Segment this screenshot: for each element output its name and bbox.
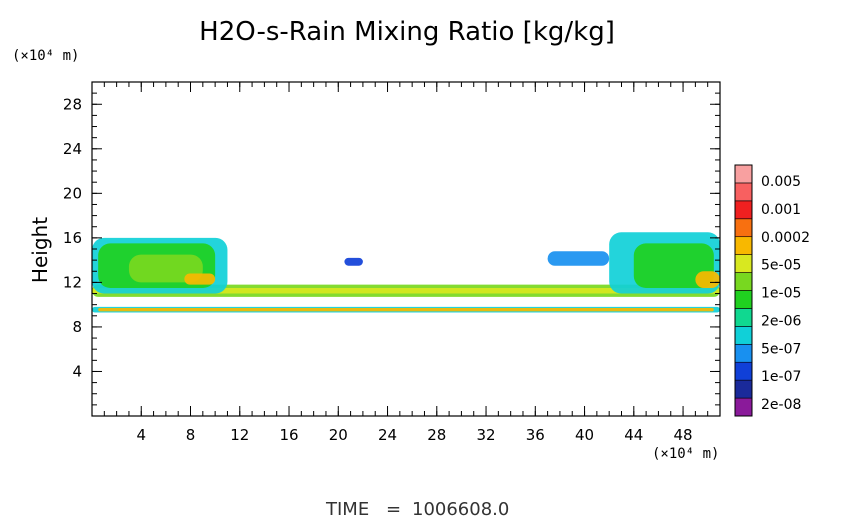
colorbar-label: 0.005: [761, 174, 801, 190]
colorbar-label: 1e-05: [761, 286, 801, 302]
colorbar-label: 5e-05: [761, 258, 801, 274]
colorbar-swatch: [734, 326, 753, 345]
colorbar-swatch: [734, 272, 753, 291]
rain-field: [92, 232, 720, 313]
x-tick-label: 20: [329, 426, 348, 444]
x-tick-label: 24: [378, 426, 397, 444]
colorbar-swatch: [734, 218, 753, 238]
plot-frame: [91, 81, 721, 417]
x-tick-label: 32: [476, 426, 495, 444]
colorbar-swatch: [734, 379, 753, 399]
rain-patch: [128, 254, 203, 283]
colorbar-swatch: [734, 164, 753, 184]
colorbar-frame: [734, 164, 753, 417]
x-tick-label: 36: [526, 426, 545, 444]
y-tick-label: 20: [63, 184, 82, 202]
y-tick-label: 16: [63, 229, 82, 247]
colorbar-label: 0.0002: [761, 230, 810, 246]
x-tick-label: 28: [427, 426, 446, 444]
y-tick-label: 8: [72, 318, 82, 336]
x-ticks: 4 8 12 16 20 24 28 32 36 40 44 48: [103, 82, 709, 444]
time-readout: TIME = 1006608.0: [325, 499, 509, 519]
rain-patch: [92, 287, 720, 294]
rain-patch: [695, 271, 720, 288]
colorbar-swatch: [734, 254, 753, 273]
y-axis-unit: (×10⁴ m): [12, 48, 79, 64]
y-tick-label: 28: [63, 95, 82, 113]
colorbar-swatch: [734, 361, 753, 381]
time-value: 1006608.0: [412, 499, 509, 519]
rain-patch: [344, 257, 363, 266]
rain-patch: [633, 243, 714, 288]
colorbar-label: 5e-07: [761, 341, 801, 357]
x-tick-label: 44: [624, 426, 643, 444]
x-tick-label: 40: [575, 426, 594, 444]
colorbar-swatch: [734, 236, 753, 255]
rain-patch: [98, 308, 714, 312]
x-tick-label: 8: [186, 426, 196, 444]
time-label: TIME: [325, 499, 369, 519]
x-axis-unit: (×10⁴ m): [652, 446, 719, 462]
y-tick-label: 12: [63, 273, 82, 291]
rain-patch: [184, 273, 216, 285]
colorbar-label: 0.001: [761, 202, 801, 218]
colorbar-swatch: [734, 182, 753, 202]
x-tick-label: 48: [674, 426, 693, 444]
colorbar-label: 1e-07: [761, 369, 801, 385]
x-tick-label: 16: [279, 426, 298, 444]
y-axis-label: Height: [28, 217, 52, 283]
time-equals: =: [386, 499, 401, 519]
chart-title: H2O-s-Rain Mixing Ratio [kg/kg]: [199, 17, 615, 47]
x-tick-label: 12: [230, 426, 249, 444]
colorbar-label: 2e-08: [761, 397, 801, 413]
colorbar-swatch: [734, 200, 753, 220]
colorbar-swatch: [734, 343, 753, 363]
y-tick-label: 4: [72, 362, 82, 380]
colorbar-swatch: [734, 290, 753, 309]
colorbar-label: 2e-06: [761, 313, 801, 329]
rain-patch: [547, 251, 610, 266]
y-tick-label: 24: [63, 140, 82, 158]
colorbar: 0.005 0.001 0.0002 5e-05 1e-05 2e-06 5e-07 1e-0…: [734, 164, 810, 417]
colorbar-swatch: [734, 308, 753, 327]
colorbar-swatch: [734, 397, 753, 417]
x-tick-label: 4: [136, 426, 146, 444]
y-ticks: 4 8 12 16 20 24 28: [63, 92, 720, 406]
